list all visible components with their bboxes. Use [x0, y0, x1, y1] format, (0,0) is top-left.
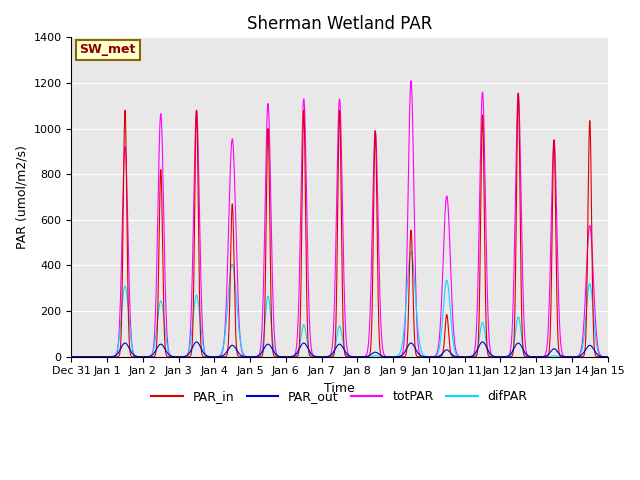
- Legend: PAR_in, PAR_out, totPAR, difPAR: PAR_in, PAR_out, totPAR, difPAR: [147, 385, 532, 408]
- X-axis label: Time: Time: [324, 382, 355, 395]
- Title: Sherman Wetland PAR: Sherman Wetland PAR: [247, 15, 432, 33]
- Y-axis label: PAR (umol/m2/s): PAR (umol/m2/s): [15, 145, 28, 249]
- Text: SW_met: SW_met: [79, 43, 136, 56]
